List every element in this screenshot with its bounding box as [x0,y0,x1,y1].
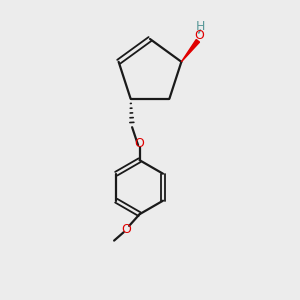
Text: O: O [135,137,145,150]
Polygon shape [182,40,200,62]
Text: O: O [121,223,131,236]
Text: H: H [196,20,205,33]
Text: O: O [194,29,204,42]
